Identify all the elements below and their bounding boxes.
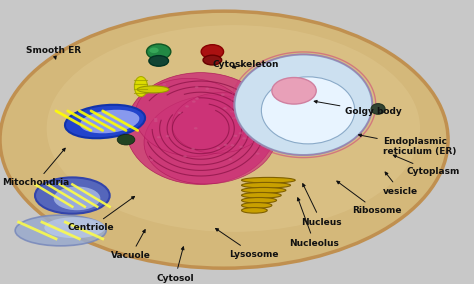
Ellipse shape [242,178,295,183]
Ellipse shape [192,101,196,103]
Ellipse shape [216,147,220,149]
Ellipse shape [163,83,166,85]
Ellipse shape [194,127,198,130]
Ellipse shape [117,134,135,145]
Ellipse shape [172,93,266,153]
Ellipse shape [146,44,171,59]
Ellipse shape [223,107,227,109]
Ellipse shape [155,92,159,94]
Ellipse shape [261,77,355,144]
Ellipse shape [230,144,234,147]
Ellipse shape [232,117,236,119]
Ellipse shape [242,197,276,203]
Ellipse shape [154,120,158,122]
Ellipse shape [150,159,153,161]
Ellipse shape [183,155,187,157]
Ellipse shape [201,45,224,59]
Text: Lysosome: Lysosome [216,228,278,259]
Ellipse shape [157,136,161,138]
Ellipse shape [45,217,105,238]
Ellipse shape [272,78,316,104]
Text: Cytosol: Cytosol [156,247,194,283]
Ellipse shape [203,55,222,65]
Ellipse shape [178,112,182,114]
Ellipse shape [224,144,228,146]
Ellipse shape [235,55,372,155]
Text: Cytoskeleton: Cytoskeleton [212,60,279,69]
Text: Cytoplasm: Cytoplasm [393,155,459,176]
Text: Golgy body: Golgy body [314,100,402,116]
Ellipse shape [371,104,385,114]
Ellipse shape [149,56,168,66]
Text: Vacuole: Vacuole [111,230,151,260]
Ellipse shape [154,118,157,120]
Ellipse shape [149,47,159,53]
Ellipse shape [238,132,242,134]
Ellipse shape [185,105,189,107]
Ellipse shape [126,73,275,184]
Text: Ribosome: Ribosome [337,181,402,216]
Ellipse shape [191,148,195,150]
Ellipse shape [46,25,420,232]
Text: Centriole: Centriole [68,197,135,232]
Ellipse shape [230,110,234,113]
Ellipse shape [135,78,248,156]
Ellipse shape [195,97,199,100]
Ellipse shape [242,202,272,208]
Text: Mitochondria: Mitochondria [2,148,70,187]
Ellipse shape [15,215,106,246]
Ellipse shape [35,178,109,214]
Ellipse shape [137,86,169,93]
Ellipse shape [135,77,147,97]
Ellipse shape [242,193,281,198]
Text: Smooth ER: Smooth ER [26,46,81,59]
Ellipse shape [239,146,243,148]
Ellipse shape [242,187,286,193]
Ellipse shape [242,182,291,188]
Ellipse shape [166,135,169,137]
Ellipse shape [65,105,145,138]
Ellipse shape [221,94,225,96]
Ellipse shape [54,187,100,210]
Ellipse shape [195,86,199,88]
Text: vesicle: vesicle [383,172,418,196]
Ellipse shape [242,208,267,213]
Text: Endoplasmic
reticulum (ER): Endoplasmic reticulum (ER) [358,134,456,156]
Ellipse shape [205,88,209,90]
Ellipse shape [80,110,139,133]
Text: Nucleolus: Nucleolus [290,198,339,248]
Ellipse shape [234,135,237,137]
Ellipse shape [228,158,232,161]
Ellipse shape [242,137,246,139]
Ellipse shape [144,95,276,184]
Ellipse shape [256,153,260,155]
Ellipse shape [0,11,448,268]
Ellipse shape [233,98,237,100]
Text: Nucleus: Nucleus [301,184,342,227]
